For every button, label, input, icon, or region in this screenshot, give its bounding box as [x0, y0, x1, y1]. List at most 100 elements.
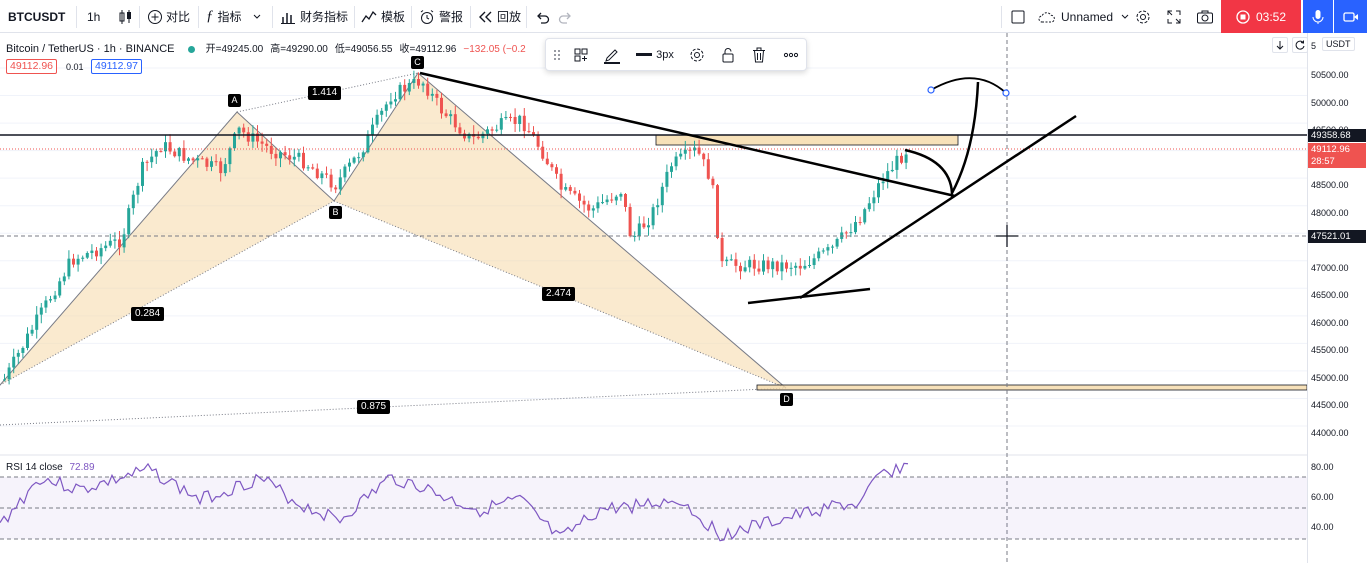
candle-body [601, 202, 604, 204]
candle-body [895, 155, 899, 170]
price-tick-label: 50000.00 [1311, 97, 1349, 108]
buy-price-button[interactable]: 49112.97 [91, 59, 143, 74]
drawing-settings-button[interactable] [683, 39, 711, 70]
grid-plus-icon [574, 48, 588, 61]
candle-body [279, 152, 282, 159]
ratio-label: 0.284 [131, 307, 165, 321]
candle-body [890, 169, 894, 172]
delete-button[interactable] [745, 39, 773, 70]
candle-body [665, 171, 669, 187]
mic-button[interactable] [1303, 0, 1333, 33]
candle-body [371, 124, 374, 135]
drag-handle[interactable] [550, 39, 564, 70]
lock-button[interactable] [714, 39, 742, 70]
candle-body [164, 142, 167, 152]
alert-label: 警报 [439, 10, 464, 24]
candle-style-button[interactable] [117, 0, 133, 33]
pattern-point-d: D [780, 393, 793, 406]
candle-body [228, 148, 232, 165]
candle-body [858, 222, 862, 224]
candle-body [881, 181, 885, 184]
candle-body [541, 146, 545, 159]
candle-body [688, 149, 692, 151]
price-tick-label: 44000.00 [1311, 428, 1349, 438]
candle-body [900, 155, 903, 163]
crosshair-price-tag: 47521.01 [1308, 230, 1366, 243]
candle-body [233, 133, 236, 149]
template-button[interactable] [568, 39, 594, 70]
layout-select-button[interactable] [1010, 0, 1026, 33]
line-width-button[interactable]: 3px [632, 39, 678, 70]
candle-body [614, 196, 618, 201]
candle-body [849, 232, 853, 234]
scroll-down-button[interactable] [1272, 37, 1288, 53]
divider [470, 6, 471, 28]
candle-body [187, 158, 190, 161]
alert-button[interactable]: 警报 [419, 0, 463, 33]
candle-body [352, 157, 356, 163]
ratio-label: 2.474 [542, 287, 576, 301]
drawing-toolbar: 3px [545, 38, 807, 71]
candle-body [559, 173, 563, 190]
candle-body [72, 258, 75, 265]
candle-body [357, 157, 361, 159]
compare-button[interactable]: 对比 [147, 0, 190, 33]
replay-button[interactable]: 回放 [478, 0, 521, 33]
candle-body [136, 185, 140, 195]
candle-body [223, 164, 227, 174]
price-tick-label: 45000.00 [1311, 372, 1349, 383]
settings-button[interactable] [1135, 0, 1151, 33]
chart-canvas[interactable] [0, 33, 1307, 563]
currency-button[interactable]: USDT [1322, 37, 1355, 51]
target-zone [756, 384, 1307, 391]
price-chart[interactable] [0, 33, 1307, 563]
support-line [747, 287, 871, 305]
rsi-tick-label: 40.00 [1311, 522, 1334, 532]
record-timer: 03:52 [1255, 9, 1287, 24]
undo-button[interactable] [535, 0, 551, 33]
divider [139, 6, 140, 28]
ohlc-low: 低=49056.55 [334, 44, 393, 55]
save-layout-button[interactable]: Unnamed [1037, 0, 1130, 33]
spread-value: 0.01 [66, 62, 84, 72]
record-button[interactable]: 03:52 [1221, 0, 1301, 33]
fullscreen-button[interactable] [1166, 0, 1182, 33]
more-button[interactable] [777, 39, 805, 70]
financials-button[interactable]: 财务指标 [280, 0, 348, 33]
redo-button[interactable] [557, 0, 573, 33]
rewind-icon [479, 11, 492, 22]
candle-body [872, 197, 876, 204]
candle-body [716, 185, 719, 238]
candle-body [771, 261, 775, 270]
ascending-trendline [799, 114, 1077, 300]
interval-button[interactable]: 1h [87, 9, 101, 24]
candle-body [495, 129, 499, 131]
price-tick-label: 48500.00 [1311, 180, 1349, 191]
candle-body [205, 158, 209, 167]
line-color-button[interactable] [598, 39, 626, 70]
candle-body [329, 174, 333, 188]
indicators-button[interactable]: ƒ 指标 [206, 0, 262, 33]
candle-body [141, 161, 144, 186]
reset-scale-button[interactable] [1292, 37, 1308, 53]
price-axis[interactable]: USDT 5 50500.0050000.0049500.0049000.004… [1272, 33, 1367, 563]
sell-price-button[interactable]: 49112.96 [6, 59, 58, 74]
symbol-search-button[interactable]: BTCUSDT [8, 9, 66, 24]
candle-body [564, 187, 568, 190]
candle-body [104, 245, 108, 249]
trash-icon [753, 47, 765, 62]
layout-name: Unnamed [1061, 9, 1114, 24]
candle-body [426, 83, 430, 96]
candle-body [343, 166, 347, 178]
snapshot-button[interactable] [1196, 0, 1214, 33]
camera-toggle-button[interactable] [1334, 0, 1367, 33]
candle-body [334, 187, 338, 190]
bar-countdown: 28:57 [1308, 155, 1366, 168]
candle-body [826, 247, 830, 251]
candle-body [26, 333, 29, 348]
candle-body [283, 152, 287, 156]
templates-button[interactable]: 模板 [361, 0, 405, 33]
pattern-xb-line [0, 200, 335, 386]
candle-body [513, 116, 517, 124]
candle-body [62, 276, 66, 282]
